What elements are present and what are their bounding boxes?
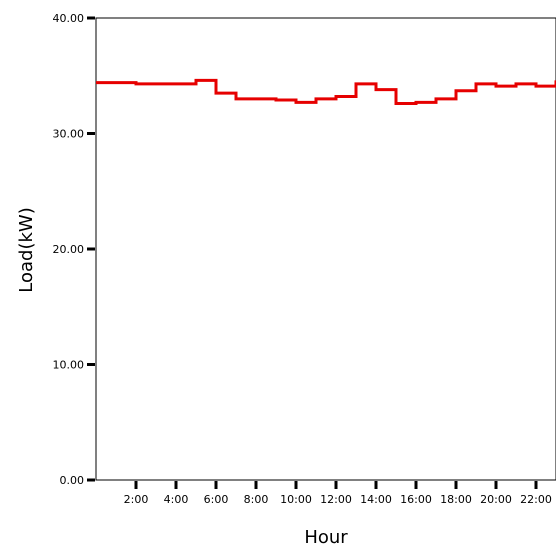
plot-area-frame: [95, 17, 556, 481]
y-tick-label: 40.00: [53, 12, 85, 25]
x-tick-label: 22:00: [520, 493, 552, 506]
x-tick-label: 2:00: [124, 493, 149, 506]
x-tick-label: 18:00: [440, 493, 472, 506]
x-tick-label: 8:00: [244, 493, 269, 506]
x-axis-title: Hour: [304, 527, 348, 548]
y-tick-label: 30.00: [53, 128, 85, 141]
y-tick-label: 10.00: [53, 359, 85, 372]
y-tick-label: 0.00: [60, 474, 85, 487]
x-tick-label: 6:00: [204, 493, 229, 506]
x-tick-label: 14:00: [360, 493, 392, 506]
series-layer: [96, 78, 556, 105]
x-tick-label: 10:00: [280, 493, 312, 506]
y-axis-title: Load(kW): [16, 207, 37, 292]
x-tick-label: 16:00: [400, 493, 432, 506]
x-axis: 2:00 4:00 6:00 8:00 10:00 12:00 14:00 16:00 18:0…: [124, 481, 552, 506]
x-tick-label: 12:00: [320, 493, 352, 506]
y-tick-label: 20.00: [53, 243, 85, 256]
x-tick-label: 20:00: [480, 493, 512, 506]
x-tick-label: 4:00: [164, 493, 189, 506]
load-series-line: [96, 78, 556, 105]
y-axis: 0.00 10.00 20.00 30.00 40.00: [53, 12, 95, 487]
